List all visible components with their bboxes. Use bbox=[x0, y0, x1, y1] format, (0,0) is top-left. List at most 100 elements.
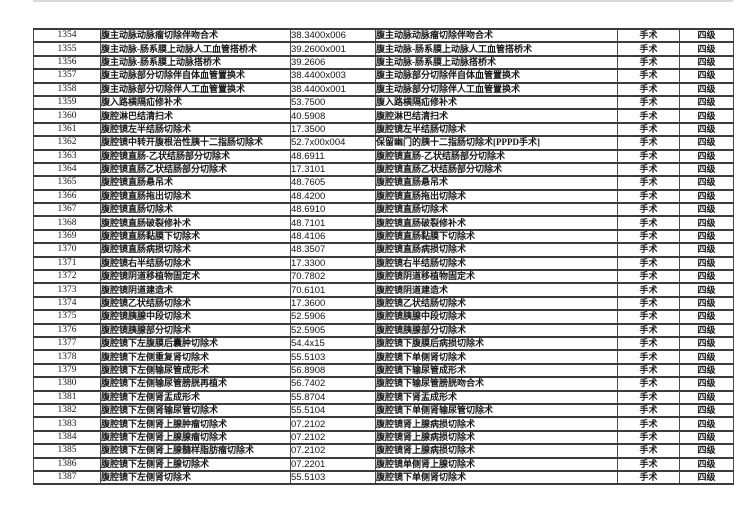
icd-code-cell: 48.7605 bbox=[290, 175, 376, 191]
procedure-name-cell: 腹腔镜下左腹膜后囊肿切除术 bbox=[100, 335, 291, 352]
standard-procedure-name-cell: 腹主动脉-肠系膜上动脉人工血管搭桥术 bbox=[375, 41, 618, 57]
standard-procedure-name-cell: 腹腔镜胰腺中段切除术 bbox=[375, 309, 618, 325]
row-number-cell: 1358 bbox=[33, 81, 101, 97]
icd-code-cell: 54.4x15 bbox=[290, 335, 376, 352]
icd-code-cell: 38.4400x001 bbox=[290, 81, 376, 97]
icd-code-cell: 70.7802 bbox=[290, 269, 376, 285]
cropped-previous-row-line bbox=[33, 0, 733, 2]
table-row: 1372 腹腔镜阴道移植物固定术 70.7802 腹腔镜阴道移植物固定术 手术 四级 bbox=[33, 269, 734, 285]
category-cell: 手术 bbox=[617, 81, 680, 97]
category-cell: 手术 bbox=[617, 148, 680, 164]
procedure-name-cell: 腹腔镜下左侧输尿管膀胱再植术 bbox=[100, 376, 291, 392]
category-cell: 手术 bbox=[617, 335, 680, 352]
row-number-cell: 1381 bbox=[33, 389, 101, 405]
grade-cell: 四级 bbox=[679, 215, 734, 231]
standard-procedure-name-cell: 腹腔镜下腹膜后病损切除术 bbox=[375, 335, 618, 352]
category-cell: 手术 bbox=[617, 429, 680, 446]
category-cell: 手术 bbox=[617, 54, 680, 71]
procedure-name-cell: 腹主动脉-肠系膜上动脉搭桥术 bbox=[100, 54, 291, 71]
category-cell: 手术 bbox=[617, 215, 680, 231]
category-cell: 手术 bbox=[617, 295, 680, 312]
grade-cell: 四级 bbox=[679, 228, 734, 245]
row-number-cell: 1362 bbox=[33, 135, 101, 151]
standard-procedure-name-cell: 腹腔镜阴道移植物固定术 bbox=[375, 269, 618, 285]
row-number-cell: 1375 bbox=[33, 309, 101, 325]
category-cell: 手术 bbox=[617, 175, 680, 191]
category-cell: 手术 bbox=[617, 202, 680, 218]
standard-procedure-name-cell: 腹主动脉部分切除伴人工血管置换术 bbox=[375, 81, 618, 97]
table-row: 1354 腹主动脉动脉瘤切除伴吻合术 38.3400x006 腹主动脉动脉瘤切除伴吻合… bbox=[33, 27, 734, 44]
row-number-cell: 1374 bbox=[33, 295, 101, 312]
category-cell: 手术 bbox=[617, 188, 680, 205]
procedure-name-cell: 腹腔镜下左侧肾盂成形术 bbox=[100, 389, 291, 405]
procedure-name-cell: 腹腔镜阴道建造术 bbox=[100, 282, 291, 298]
category-cell: 手术 bbox=[617, 376, 680, 392]
icd-code-cell: 48.4200 bbox=[290, 188, 376, 205]
grade-cell: 四级 bbox=[679, 27, 734, 44]
standard-procedure-name-cell: 腹腔镜右半结肠切除术 bbox=[375, 255, 618, 272]
grade-cell: 四级 bbox=[679, 295, 734, 312]
row-number-cell: 1363 bbox=[33, 148, 101, 164]
grade-cell: 四级 bbox=[679, 41, 734, 57]
table-row: 1359 腹入路横隔疝修补术 53.7500 腹入路横隔疝修补术 手术 四级 bbox=[33, 94, 734, 111]
standard-procedure-name-cell: 腹腔镜直肠乙状结肠部分切除术 bbox=[375, 161, 618, 178]
category-cell: 手术 bbox=[617, 349, 680, 365]
table-row: 1364 腹腔镜直肠乙状结肠部分切除术 17.3101 腹腔镜直肠乙状结肠部分切除术手… bbox=[33, 161, 734, 178]
table-row: 1360 腹腔淋巴结清扫术 40.5908 腹腔淋巴结清扫术 手术 四级 bbox=[33, 108, 734, 124]
row-number-cell: 1377 bbox=[33, 335, 101, 352]
standard-procedure-name-cell: 腹腔镜直肠切除术 bbox=[375, 202, 618, 218]
row-number-cell: 1368 bbox=[33, 215, 101, 231]
category-cell: 手术 bbox=[617, 68, 680, 84]
icd-code-cell: 39.2600x001 bbox=[290, 41, 376, 57]
icd-code-cell: 48.6911 bbox=[290, 148, 376, 164]
procedure-name-cell: 腹腔镜直肠黏膜下切除术 bbox=[100, 228, 291, 245]
row-number-cell: 1364 bbox=[33, 161, 101, 178]
row-number-cell: 1386 bbox=[33, 456, 101, 472]
icd-code-cell: 56.8908 bbox=[290, 362, 376, 379]
row-number-cell: 1379 bbox=[33, 362, 101, 379]
standard-procedure-name-cell: 腹腔镜阴道建造术 bbox=[375, 282, 618, 298]
grade-cell: 四级 bbox=[679, 108, 734, 124]
icd-code-cell: 52.5905 bbox=[290, 322, 376, 339]
standard-procedure-name-cell: 腹入路横隔疝修补术 bbox=[375, 94, 618, 111]
grade-cell: 四级 bbox=[679, 148, 734, 164]
row-number-cell: 1380 bbox=[33, 376, 101, 392]
standard-procedure-name-cell: 腹腔镜直肠病损切除术 bbox=[375, 242, 618, 258]
row-number-cell: 1371 bbox=[33, 255, 101, 272]
category-cell: 手术 bbox=[617, 94, 680, 111]
icd-code-cell: 55.8704 bbox=[290, 389, 376, 405]
standard-procedure-name-cell: 腹腔镜直肠破裂修补术 bbox=[375, 215, 618, 231]
row-number-cell: 1359 bbox=[33, 94, 101, 111]
standard-procedure-name-cell: 腹腔镜肾上腺病损切除术 bbox=[375, 429, 618, 446]
procedure-name-cell: 腹腔镜胰腺部分切除术 bbox=[100, 322, 291, 339]
procedure-name-cell: 腹腔镜直肠病损切除术 bbox=[100, 242, 291, 258]
table-row: 1365 腹腔镜直肠悬吊术 48.7605 腹腔镜直肠悬吊术 手术 四级 bbox=[33, 175, 734, 191]
grade-cell: 四级 bbox=[679, 429, 734, 446]
procedure-name-cell: 腹主动脉动脉瘤切除伴吻合术 bbox=[100, 27, 291, 44]
category-cell: 手术 bbox=[617, 121, 680, 138]
procedure-name-cell: 腹腔镜下左侧重复肾切除术 bbox=[100, 349, 291, 365]
category-cell: 手术 bbox=[617, 269, 680, 285]
procedure-name-cell: 腹腔镜左半结肠切除术 bbox=[100, 121, 291, 138]
category-cell: 手术 bbox=[617, 135, 680, 151]
grade-cell: 四级 bbox=[679, 362, 734, 379]
icd-code-cell: 17.3600 bbox=[290, 295, 376, 312]
grade-cell: 四级 bbox=[679, 188, 734, 205]
procedure-name-cell: 腹腔镜下左侧肾上腺腺瘤切除术 bbox=[100, 429, 291, 446]
row-number-cell: 1366 bbox=[33, 188, 101, 205]
standard-procedure-name-cell: 腹腔镜下肾盂成形术 bbox=[375, 389, 618, 405]
grade-cell: 四级 bbox=[679, 443, 734, 459]
icd-code-cell: 48.4106 bbox=[290, 228, 376, 245]
icd-code-cell: 48.3507 bbox=[290, 242, 376, 258]
procedure-name-cell: 腹腔镜乙状结肠切除术 bbox=[100, 295, 291, 312]
standard-procedure-name-cell: 腹腔镜肾上腺病损切除术 bbox=[375, 416, 618, 432]
grade-cell: 四级 bbox=[679, 255, 734, 272]
icd-code-cell: 39.2606 bbox=[290, 54, 376, 71]
icd-code-cell: 17.3101 bbox=[290, 161, 376, 178]
table-row: 1384 腹腔镜下左侧肾上腺腺瘤切除术 07.2102 腹腔镜肾上腺病损切除术 手术 四级 bbox=[33, 429, 734, 446]
category-cell: 手术 bbox=[617, 362, 680, 379]
table-row: 1367 腹腔镜直肠切除术 48.6910 腹腔镜直肠切除术 手术 四级 bbox=[33, 202, 734, 218]
grade-cell: 四级 bbox=[679, 94, 734, 111]
table-row: 1371 腹腔镜右半结肠切除术 17.3300 腹腔镜右半结肠切除术 手术 四级 bbox=[33, 255, 734, 272]
